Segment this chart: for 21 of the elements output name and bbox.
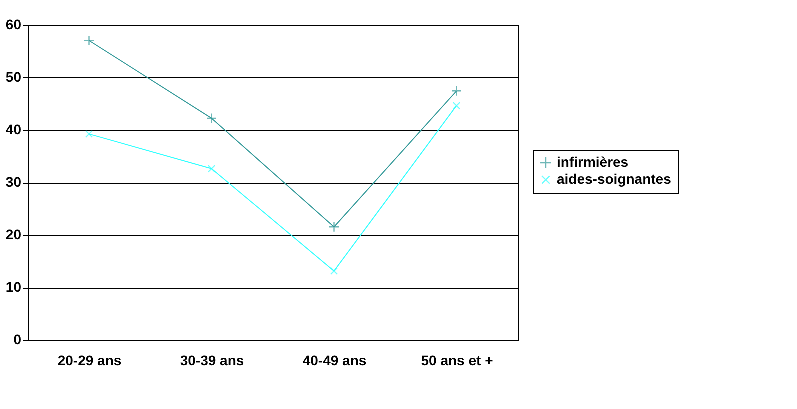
point	[206, 113, 218, 124]
y-tick-label: 40	[6, 122, 22, 138]
legend-label: infirmières	[557, 154, 629, 170]
x-tick-label: 50 ans et +	[421, 352, 494, 368]
x-tick-label: 30-39 ans	[180, 352, 244, 368]
point	[85, 130, 94, 138]
point	[452, 102, 461, 110]
point	[84, 35, 95, 46]
y-tick-label: 20	[6, 226, 22, 242]
legend-label: aides-soignantes	[557, 171, 672, 187]
x-tick-label: 20-29 ans	[58, 352, 122, 368]
y-tick-label: 60	[6, 16, 22, 32]
x-tick-label: 40-49 ans	[302, 352, 367, 368]
y-tick-label: 10	[6, 279, 22, 295]
point	[208, 164, 216, 173]
y-tick-label: 50	[6, 69, 22, 85]
y-tick-label: 30	[6, 174, 22, 190]
point	[328, 222, 340, 232]
point	[330, 267, 338, 276]
point	[451, 86, 462, 96]
y-tick-label: 0	[14, 332, 22, 348]
